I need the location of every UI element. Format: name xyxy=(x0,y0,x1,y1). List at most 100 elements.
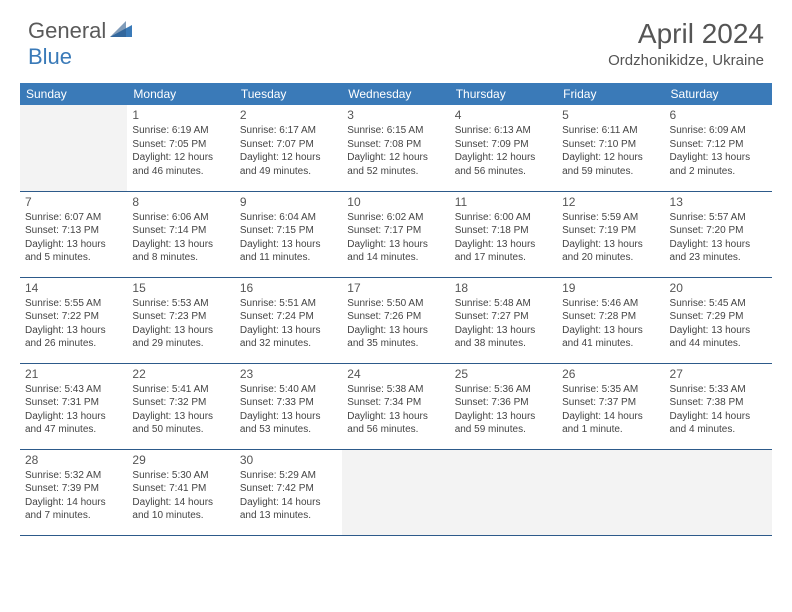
day-number: 1 xyxy=(132,108,229,122)
day-info: Sunrise: 5:53 AMSunset: 7:23 PMDaylight:… xyxy=(132,297,229,351)
dayhead-monday: Monday xyxy=(127,83,234,105)
calendar-week-row: 14 Sunrise: 5:55 AMSunset: 7:22 PMDayligh… xyxy=(20,277,772,363)
day-info: Sunrise: 6:04 AMSunset: 7:15 PMDaylight:… xyxy=(240,211,337,265)
day-number: 9 xyxy=(240,195,337,209)
header: General April 2024 Ordzhonikidze, Ukrain… xyxy=(0,0,792,77)
calendar-cell: 18Sunrise: 5:48 AMSunset: 7:27 PMDayligh… xyxy=(450,277,557,363)
day-info: Sunrise: 5:33 AMSunset: 7:38 PMDaylight:… xyxy=(670,383,767,437)
brand-triangle-icon xyxy=(110,21,132,42)
day-info: Sunrise: 6:02 AMSunset: 7:17 PMDaylight:… xyxy=(347,211,444,265)
location-label: Ordzhonikidze, Ukraine xyxy=(608,52,764,69)
day-info: Sunrise: 5:51 AMSunset: 7:24 PMDaylight:… xyxy=(240,297,337,351)
calendar-cell: 21Sunrise: 5:43 AMSunset: 7:31 PMDayligh… xyxy=(20,363,127,449)
day-number: 20 xyxy=(670,281,767,295)
day-number: 2 xyxy=(240,108,337,122)
day-info: Sunrise: 5:48 AMSunset: 7:27 PMDaylight:… xyxy=(455,297,552,351)
day-info: Sunrise: 5:32 AMSunset: 7:39 PMDaylight:… xyxy=(25,469,122,523)
day-info: Sunrise: 6:00 AMSunset: 7:18 PMDaylight:… xyxy=(455,211,552,265)
day-info: Sunrise: 6:11 AMSunset: 7:10 PMDaylight:… xyxy=(562,124,659,178)
day-info: Sunrise: 5:57 AMSunset: 7:20 PMDaylight:… xyxy=(670,211,767,265)
day-info: Sunrise: 6:19 AMSunset: 7:05 PMDaylight:… xyxy=(132,124,229,178)
calendar-cell: 26 Sunrise: 5:35 AMSunset: 7:37 PMDayligh… xyxy=(557,363,664,449)
calendar-cell: 11 Sunrise: 6:00 AMSunset: 7:18 PMDayligh… xyxy=(450,191,557,277)
day-info: Sunrise: 6:17 AMSunset: 7:07 PMDaylight:… xyxy=(240,124,337,178)
day-info: Sunrise: 5:29 AMSunset: 7:42 PMDaylight:… xyxy=(240,469,337,523)
day-info: Sunrise: 5:35 AMSunset: 7:37 PMDaylight:… xyxy=(562,383,659,437)
day-info: Sunrise: 5:50 AMSunset: 7:26 PMDaylight:… xyxy=(347,297,444,351)
calendar-cell: 4Sunrise: 6:13 AMSunset: 7:09 PMDaylight… xyxy=(450,105,557,191)
day-info: Sunrise: 5:55 AMSunset: 7:22 PMDaylight:… xyxy=(25,297,122,351)
day-number: 30 xyxy=(240,453,337,467)
calendar-cell xyxy=(20,105,127,191)
calendar-cell: 16 Sunrise: 5:51 AMSunset: 7:24 PMDayligh… xyxy=(235,277,342,363)
dayhead-sunday: Sunday xyxy=(20,83,127,105)
calendar-week-row: 1 Sunrise: 6:19 AMSunset: 7:05 PMDaylight… xyxy=(20,105,772,191)
day-number: 16 xyxy=(240,281,337,295)
calendar-cell: 23 Sunrise: 5:40 AMSunset: 7:33 PMDayligh… xyxy=(235,363,342,449)
day-number: 12 xyxy=(562,195,659,209)
dayhead-tuesday: Tuesday xyxy=(235,83,342,105)
dayhead-wednesday: Wednesday xyxy=(342,83,449,105)
calendar-cell: 1 Sunrise: 6:19 AMSunset: 7:05 PMDaylight… xyxy=(127,105,234,191)
calendar-cell: 6 Sunrise: 6:09 AMSunset: 7:12 PMDaylight… xyxy=(665,105,772,191)
calendar-cell: 2 Sunrise: 6:17 AMSunset: 7:07 PMDaylight… xyxy=(235,105,342,191)
day-number: 11 xyxy=(455,195,552,209)
day-number: 7 xyxy=(25,195,122,209)
calendar-week-row: 21Sunrise: 5:43 AMSunset: 7:31 PMDayligh… xyxy=(20,363,772,449)
day-number: 5 xyxy=(562,108,659,122)
calendar-cell: 12Sunrise: 5:59 AMSunset: 7:19 PMDayligh… xyxy=(557,191,664,277)
calendar-cell: 8 Sunrise: 6:06 AMSunset: 7:14 PMDaylight… xyxy=(127,191,234,277)
calendar-week-row: 7 Sunrise: 6:07 AMSunset: 7:13 PMDaylight… xyxy=(20,191,772,277)
dayhead-friday: Friday xyxy=(557,83,664,105)
calendar-header-row: Sunday Monday Tuesday Wednesday Thursday… xyxy=(20,83,772,105)
calendar-body: 1 Sunrise: 6:19 AMSunset: 7:05 PMDaylight… xyxy=(20,105,772,535)
day-number: 21 xyxy=(25,367,122,381)
day-number: 27 xyxy=(670,367,767,381)
day-number: 19 xyxy=(562,281,659,295)
calendar-cell: 19 Sunrise: 5:46 AMSunset: 7:28 PMDayligh… xyxy=(557,277,664,363)
day-number: 26 xyxy=(562,367,659,381)
day-info: Sunrise: 5:45 AMSunset: 7:29 PMDaylight:… xyxy=(670,297,767,351)
day-number: 23 xyxy=(240,367,337,381)
day-info: Sunrise: 6:09 AMSunset: 7:12 PMDaylight:… xyxy=(670,124,767,178)
day-info: Sunrise: 5:41 AMSunset: 7:32 PMDaylight:… xyxy=(132,383,229,437)
day-number: 25 xyxy=(455,367,552,381)
calendar-cell xyxy=(557,449,664,535)
day-number: 8 xyxy=(132,195,229,209)
calendar-cell: 3Sunrise: 6:15 AMSunset: 7:08 PMDaylight… xyxy=(342,105,449,191)
month-title: April 2024 xyxy=(608,18,764,50)
day-info: Sunrise: 5:38 AMSunset: 7:34 PMDaylight:… xyxy=(347,383,444,437)
calendar-cell: 22 Sunrise: 5:41 AMSunset: 7:32 PMDayligh… xyxy=(127,363,234,449)
day-number: 24 xyxy=(347,367,444,381)
brand-part2: Blue xyxy=(28,44,72,69)
day-info: Sunrise: 5:36 AMSunset: 7:36 PMDaylight:… xyxy=(455,383,552,437)
calendar-cell: 17Sunrise: 5:50 AMSunset: 7:26 PMDayligh… xyxy=(342,277,449,363)
day-number: 29 xyxy=(132,453,229,467)
dayhead-thursday: Thursday xyxy=(450,83,557,105)
calendar-cell: 24 Sunrise: 5:38 AMSunset: 7:34 PMDayligh… xyxy=(342,363,449,449)
day-info: Sunrise: 6:06 AMSunset: 7:14 PMDaylight:… xyxy=(132,211,229,265)
calendar-week-row: 28 Sunrise: 5:32 AMSunset: 7:39 PMDayligh… xyxy=(20,449,772,535)
day-info: Sunrise: 5:30 AMSunset: 7:41 PMDaylight:… xyxy=(132,469,229,523)
calendar-cell: 10 Sunrise: 6:02 AMSunset: 7:17 PMDayligh… xyxy=(342,191,449,277)
day-number: 10 xyxy=(347,195,444,209)
day-number: 3 xyxy=(347,108,444,122)
day-info: Sunrise: 5:46 AMSunset: 7:28 PMDaylight:… xyxy=(562,297,659,351)
calendar-cell xyxy=(665,449,772,535)
day-number: 4 xyxy=(455,108,552,122)
calendar-cell: 20 Sunrise: 5:45 AMSunset: 7:29 PMDayligh… xyxy=(665,277,772,363)
day-number: 28 xyxy=(25,453,122,467)
day-info: Sunrise: 5:40 AMSunset: 7:33 PMDaylight:… xyxy=(240,383,337,437)
day-number: 14 xyxy=(25,281,122,295)
day-info: Sunrise: 6:07 AMSunset: 7:13 PMDaylight:… xyxy=(25,211,122,265)
title-block: April 2024 Ordzhonikidze, Ukraine xyxy=(608,18,764,69)
calendar-cell: 25 Sunrise: 5:36 AMSunset: 7:36 PMDayligh… xyxy=(450,363,557,449)
calendar-table: Sunday Monday Tuesday Wednesday Thursday… xyxy=(20,83,772,536)
day-number: 22 xyxy=(132,367,229,381)
calendar-cell xyxy=(450,449,557,535)
calendar-cell: 14 Sunrise: 5:55 AMSunset: 7:22 PMDayligh… xyxy=(20,277,127,363)
calendar-cell: 15 Sunrise: 5:53 AMSunset: 7:23 PMDayligh… xyxy=(127,277,234,363)
calendar-cell: 5 Sunrise: 6:11 AMSunset: 7:10 PMDaylight… xyxy=(557,105,664,191)
day-number: 15 xyxy=(132,281,229,295)
day-number: 6 xyxy=(670,108,767,122)
